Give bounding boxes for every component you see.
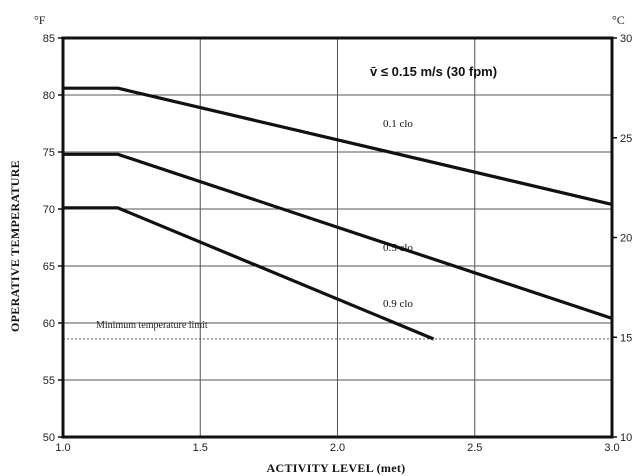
y-right-tick-label: 30: [620, 33, 632, 45]
x-tick-label: 1.0: [55, 442, 70, 454]
y-left-tick-label: 75: [43, 147, 55, 159]
y-left-tick-label: 80: [43, 90, 55, 102]
series-line-3: [63, 206, 435, 341]
x-axis-title: ACTIVITY LEVEL (met): [267, 461, 406, 475]
series-line-1: [63, 86, 613, 206]
series-label-1: 0.1 clo: [383, 118, 413, 130]
y-left-tick-label: 70: [43, 204, 55, 216]
right-unit-label: °C: [612, 13, 625, 27]
y-right-tick-label: 25: [620, 133, 632, 145]
y-left-tick-label: 65: [43, 261, 55, 273]
y-right-tick-label: 20: [620, 233, 632, 245]
x-tick-label: 2.0: [330, 442, 345, 454]
y-left-tick-label: 60: [43, 318, 55, 330]
tick-layer: 1.0 1.5 2.0 2.5 3.0 50 55 60 65 70 75 80 85 10 15 20 25 3…: [43, 33, 633, 454]
series-label-3: 0.9 clo: [383, 298, 413, 310]
y-left-tick-label: 50: [43, 432, 55, 444]
minimum-temperature-limit-label: Minimum temperature limit: [96, 320, 208, 331]
series-line-2: [63, 152, 613, 320]
y-right-tick-label: 10: [620, 432, 632, 444]
x-tick-label: 2.5: [467, 442, 482, 454]
grid-layer: [63, 38, 612, 437]
left-unit-label: °F: [34, 13, 46, 27]
x-tick-label: 3.0: [604, 442, 619, 454]
y-right-tick-label: 15: [620, 332, 632, 344]
y-left-tick-label: 55: [43, 375, 55, 387]
y-left-tick-label: 85: [43, 33, 55, 45]
series-label-2: 0.5 clo: [383, 242, 413, 254]
x-tick-label: 1.5: [193, 442, 208, 454]
air-velocity-annotation: v̄ ≤ 0.15 m/s (30 fpm): [370, 64, 497, 79]
series-layer: 0.1 clo 0.5 clo 0.9 clo: [63, 86, 613, 341]
y-axis-title: OPERATIVE TEMPERATURE: [8, 160, 22, 332]
